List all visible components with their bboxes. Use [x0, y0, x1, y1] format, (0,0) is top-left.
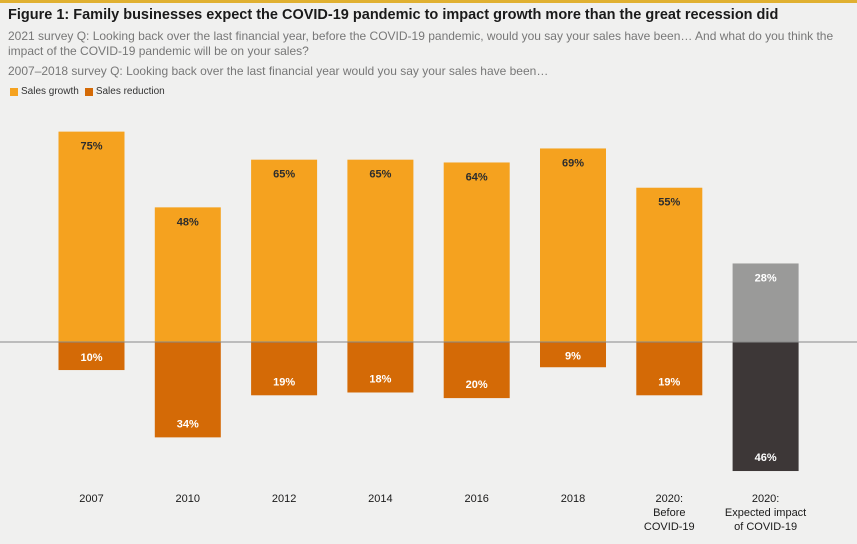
bar-sales-growth-6: [636, 187, 703, 342]
chart-subtitle-2021: 2021 survey Q: Looking back over the las…: [8, 29, 834, 58]
bar-sales-growth-5: [540, 148, 606, 342]
data-label-sales-reduction-4: 20%: [466, 379, 488, 391]
top-accent-line: [0, 0, 857, 3]
x-tick-label-5-0: 2018: [561, 493, 585, 505]
bar-sales-reduction-6: [636, 342, 703, 396]
bar-sales-reduction-4: [443, 342, 510, 399]
data-label-sales-reduction-6: 19%: [658, 376, 680, 388]
bar-sales-growth-1: [154, 207, 221, 342]
legend: Sales growth Sales reduction: [10, 86, 171, 97]
legend-swatch-sales-reduction: [84, 87, 93, 96]
legend-item-sales-reduction: Sales reduction: [84, 86, 165, 97]
chart-subtitle-2007-2018: 2007–2018 survey Q: Looking back over th…: [8, 64, 549, 78]
data-label-sales-growth-0: 75%: [80, 141, 102, 153]
bar-sales-reduction-3: [347, 342, 414, 393]
bar-sales-reduction-7: [732, 342, 799, 472]
data-label-sales-growth-7: 28%: [755, 272, 777, 284]
data-label-sales-reduction-7: 46%: [755, 452, 777, 464]
bar-sales-growth-0: [58, 131, 125, 342]
data-label-sales-growth-5: 69%: [562, 157, 584, 169]
x-tick-label-7-0: 2020:: [752, 493, 780, 505]
data-label-sales-growth-1: 48%: [177, 216, 199, 228]
data-label-sales-reduction-3: 18%: [369, 373, 391, 385]
x-tick-label-6-2: COVID-19: [644, 521, 695, 533]
bar-sales-growth-3: [347, 159, 414, 342]
x-tick-label-2-0: 2012: [272, 493, 296, 505]
legend-label-sales-reduction: Sales reduction: [95, 86, 165, 97]
data-label-sales-growth-6: 55%: [658, 197, 680, 209]
legend-swatch-sales-growth: [10, 87, 18, 96]
x-tick-label-4-0: 2016: [464, 493, 488, 505]
bar-sales-reduction-1: [154, 342, 221, 438]
legend-label-sales-growth: Sales growth: [21, 86, 79, 97]
x-tick-label-0-0: 2007: [79, 493, 103, 505]
x-tick-label-6-0: 2020:: [656, 493, 684, 505]
x-tick-label-3-0: 2014: [368, 493, 392, 505]
data-label-sales-reduction-0: 10%: [80, 352, 102, 364]
bar-sales-reduction-2: [251, 342, 318, 396]
bar-sales-growth-7: [732, 263, 799, 342]
data-label-sales-growth-3: 65%: [369, 169, 391, 181]
x-tick-label-7-1: Expected impact: [725, 507, 806, 519]
data-label-sales-growth-2: 65%: [273, 169, 295, 181]
bar-sales-reduction-5: [540, 342, 606, 368]
x-tick-label-1-0: 2010: [176, 493, 200, 505]
x-tick-label-7-2: of COVID-19: [734, 521, 797, 533]
data-label-sales-growth-4: 64%: [466, 171, 488, 183]
bar-sales-reduction-0: [58, 342, 125, 371]
x-tick-label-6-1: Before: [653, 507, 685, 519]
data-label-sales-reduction-2: 19%: [273, 376, 295, 388]
data-label-sales-reduction-5: 9%: [565, 351, 581, 363]
data-label-sales-reduction-1: 34%: [177, 418, 199, 430]
bar-sales-growth-2: [251, 159, 318, 342]
bar-sales-growth-4: [443, 162, 510, 342]
chart-title: Figure 1: Family businesses expect the C…: [8, 7, 779, 23]
legend-item-sales-growth: Sales growth: [10, 86, 79, 97]
